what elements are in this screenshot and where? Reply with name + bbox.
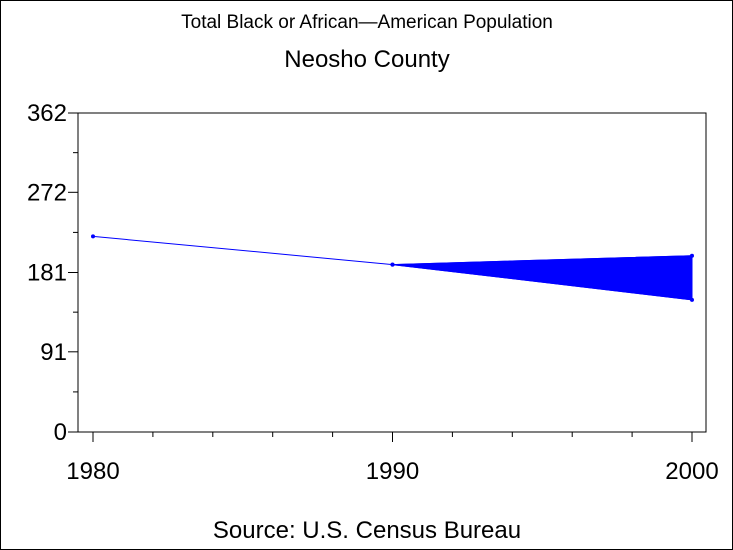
y-tick-label: 272	[27, 179, 67, 206]
y-tick-label: 0	[54, 419, 67, 446]
y-tick-label: 362	[27, 100, 67, 127]
data-point	[690, 253, 694, 258]
y-axis: 0 91 181 272 362	[27, 100, 78, 446]
y-tick-label: 91	[40, 339, 67, 366]
series-layer	[91, 234, 694, 302]
series-line-lower	[392, 264, 693, 301]
chart-subtitle: Neosho County	[284, 46, 449, 73]
data-point	[390, 262, 395, 267]
x-tick-label: 1980	[66, 458, 119, 485]
chart-source: Source: U.S. Census Bureau	[213, 517, 521, 544]
chart-title: Total Black or African—American Populati…	[181, 12, 553, 33]
data-point	[91, 234, 95, 239]
x-tick-label: 1990	[366, 458, 419, 485]
data-point	[690, 297, 694, 302]
shaded-band	[392, 255, 693, 301]
x-axis: 1980 1990 2000	[66, 432, 719, 485]
x-tick-label: 2000	[665, 458, 718, 485]
y-tick-label: 181	[27, 260, 67, 287]
